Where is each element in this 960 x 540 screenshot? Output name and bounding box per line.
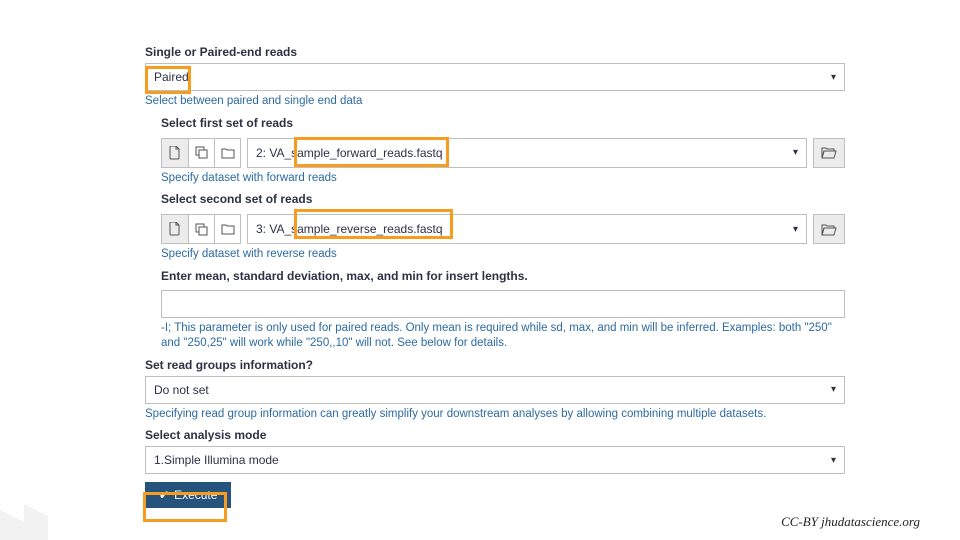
insert-help: -I; This parameter is only used for pair… xyxy=(161,321,845,352)
insert-label: Enter mean, standard deviation, max, and… xyxy=(161,269,845,283)
second-set-label: Select second set of reads xyxy=(161,192,845,206)
copy-icon[interactable] xyxy=(188,215,214,243)
caret-down-icon: ▾ xyxy=(831,455,836,466)
read-groups-value: Do not set xyxy=(154,383,209,397)
read-groups-label: Set read groups information? xyxy=(145,358,845,372)
reads-type-label: Single or Paired-end reads xyxy=(145,45,845,59)
file-icon[interactable] xyxy=(162,139,188,167)
reads-type-help: Select between paired and single end dat… xyxy=(145,94,845,110)
second-set-value: 3: VA_sample_reverse_reads.fastq xyxy=(256,222,443,236)
analysis-mode-label: Select analysis mode xyxy=(145,428,845,442)
read-groups-select[interactable]: Do not set ▾ xyxy=(145,376,845,404)
read-groups-help: Specifying read group information can gr… xyxy=(145,407,845,423)
insert-input[interactable] xyxy=(161,290,845,318)
folder-icon[interactable] xyxy=(214,139,240,167)
analysis-mode-value: 1.Simple Illumina mode xyxy=(154,453,279,467)
second-set-select[interactable]: 3: VA_sample_reverse_reads.fastq ▾ xyxy=(247,214,807,244)
check-icon: ✔ xyxy=(159,488,169,502)
second-set-browse-button[interactable] xyxy=(813,214,845,244)
execute-button[interactable]: ✔ Execute xyxy=(145,482,231,508)
caret-down-icon: ▾ xyxy=(793,224,798,235)
first-set-browse-button[interactable] xyxy=(813,138,845,168)
execute-label: Execute xyxy=(174,488,217,502)
caret-down-icon: ▾ xyxy=(831,384,836,395)
folder-icon[interactable] xyxy=(214,215,240,243)
first-set-value: 2: VA_sample_forward_reads.fastq xyxy=(256,146,443,160)
reads-type-value: Paired xyxy=(154,70,189,84)
first-set-select[interactable]: 2: VA_sample_forward_reads.fastq ▾ xyxy=(247,138,807,168)
caret-down-icon: ▾ xyxy=(831,72,836,83)
analysis-mode-select[interactable]: 1.Simple Illumina mode ▾ xyxy=(145,446,845,474)
copy-icon[interactable] xyxy=(188,139,214,167)
caret-down-icon: ▾ xyxy=(793,147,798,158)
attribution-text: CC-BY jhudatascience.org xyxy=(781,514,920,530)
file-icon[interactable] xyxy=(162,215,188,243)
corner-logo xyxy=(0,492,48,540)
first-set-label: Select first set of reads xyxy=(161,116,845,130)
second-set-help: Specify dataset with reverse reads xyxy=(161,247,845,263)
reads-type-select[interactable]: Paired ▾ xyxy=(145,63,845,91)
second-set-source-toggle[interactable] xyxy=(161,214,241,244)
first-set-source-toggle[interactable] xyxy=(161,138,241,168)
first-set-help: Specify dataset with forward reads xyxy=(161,171,845,187)
